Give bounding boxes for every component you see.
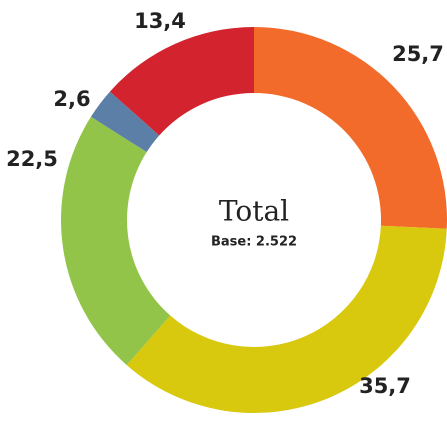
value-label: 25,7: [392, 42, 444, 66]
value-label: 13,4: [134, 9, 186, 33]
donut-slice: [254, 27, 447, 229]
center-subtitle: Base: 2.522: [211, 235, 297, 250]
donut-slice: [90, 91, 160, 153]
donut-slice: [60, 116, 171, 366]
center-title: Total: [219, 195, 289, 228]
value-label: 22,5: [6, 147, 58, 171]
value-label: 35,7: [359, 374, 411, 398]
donut-slice: [126, 225, 447, 414]
value-label: 2,6: [53, 87, 90, 111]
donut-slice: [109, 27, 254, 136]
